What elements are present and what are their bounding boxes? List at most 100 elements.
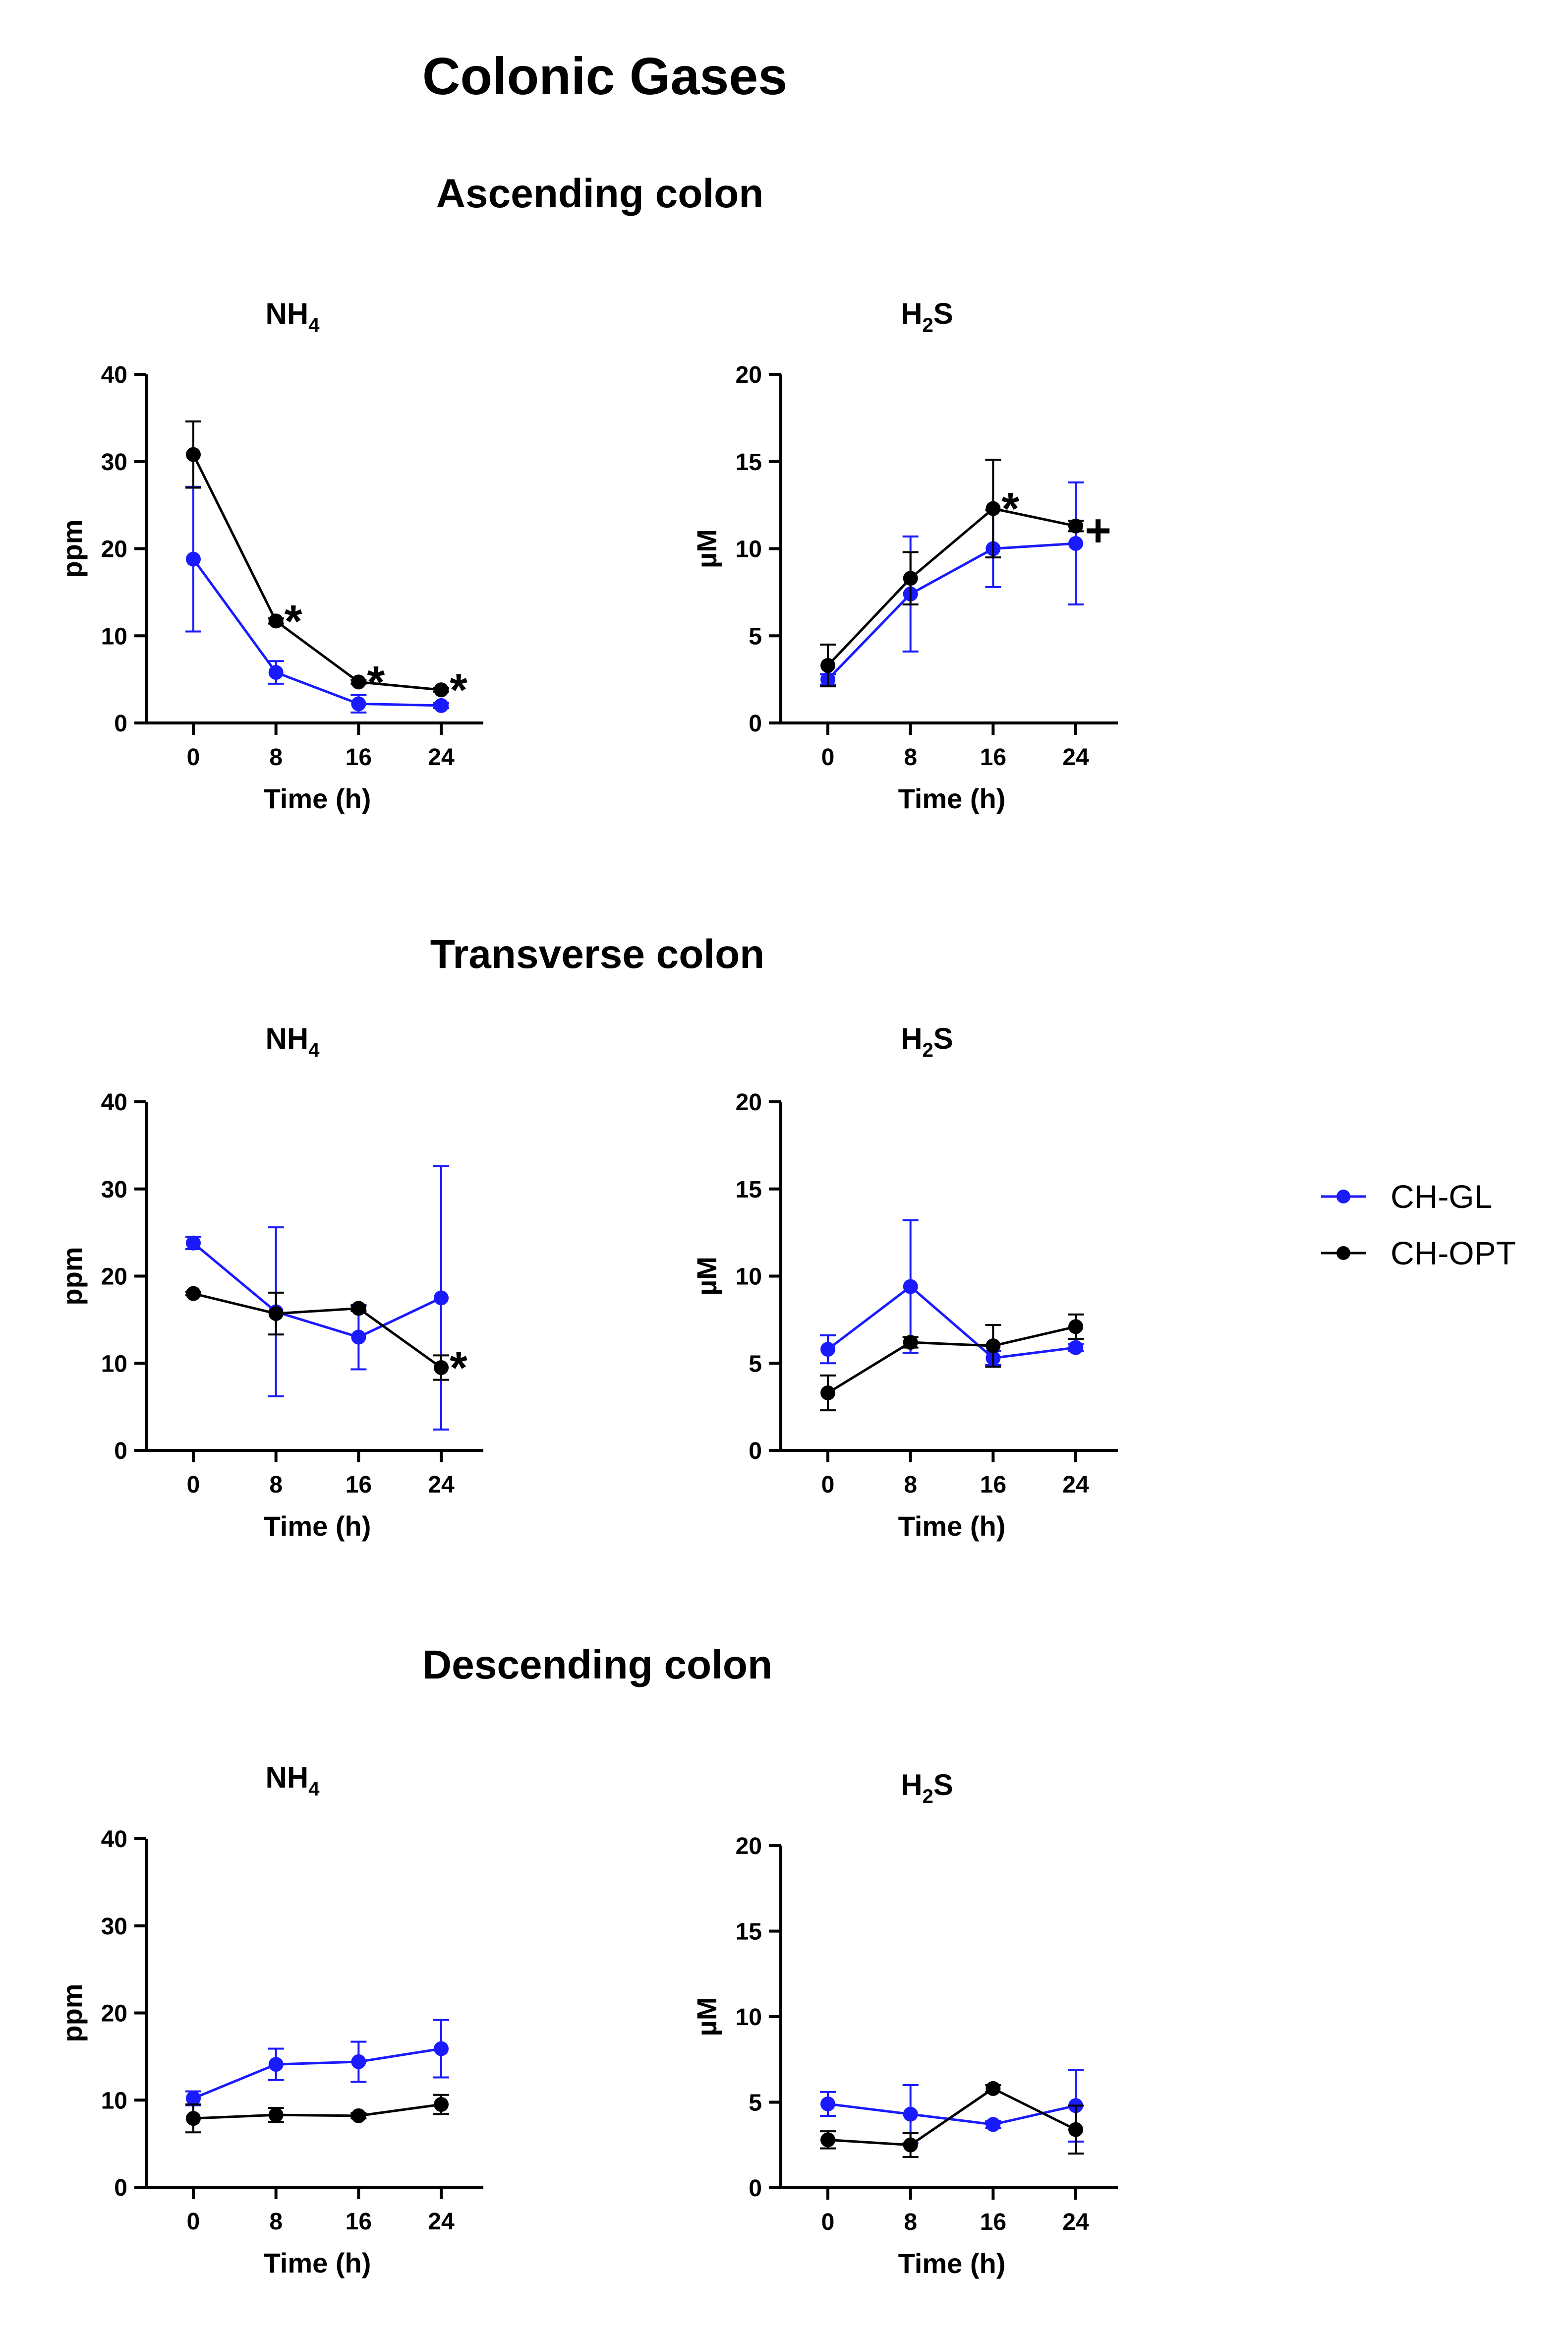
data-point-ch-gl-24 (1068, 1340, 1083, 1355)
series-ch-opt (185, 2094, 449, 2134)
data-point-ch-opt-24 (1068, 518, 1083, 534)
panel-title: NH4 (266, 1022, 320, 1061)
y-tick-label-0: 0 (114, 711, 127, 737)
x-tick-label-8: 8 (904, 1472, 917, 1498)
data-point-ch-opt-0 (820, 1385, 835, 1401)
y-tick-label-5: 5 (749, 2090, 762, 2116)
series-line-ch-gl (827, 542, 1076, 680)
y-axis-title: µM (691, 529, 722, 568)
data-point-ch-opt-0 (186, 2111, 201, 2126)
x-axis-title: Time (h) (898, 1510, 1006, 1542)
y-tick-label-30: 30 (101, 449, 127, 476)
y-axis-title: ppm (57, 1247, 88, 1305)
data-point-ch-opt-8 (268, 1306, 284, 1321)
y-tick-label-10: 10 (736, 1264, 762, 1290)
y-tick-label-10: 10 (101, 2088, 127, 2114)
series-ch-opt (185, 420, 449, 698)
data-point-ch-opt-8 (268, 2107, 284, 2123)
y-tick-label-5: 5 (749, 623, 762, 650)
data-point-ch-gl-0 (820, 1342, 835, 1357)
legend-label-ch-opt: CH-OPT (1391, 1235, 1516, 1271)
y-axis-title: ppm (57, 1983, 88, 2042)
data-point-ch-opt-24 (434, 682, 449, 698)
data-point-ch-gl-16 (986, 2117, 1001, 2132)
series-ch-gl (185, 1165, 449, 1431)
panel-title: H2S (901, 1022, 953, 1061)
data-point-ch-gl-24 (434, 698, 449, 713)
data-point-ch-gl-16 (351, 2054, 366, 2069)
x-tick-label-24: 24 (428, 744, 455, 771)
series-ch-opt (820, 2081, 1084, 2158)
section-title-transverse: Transverse colon (430, 932, 765, 977)
data-point-ch-opt-0 (186, 1286, 201, 1301)
y-tick-label-40: 40 (101, 1089, 127, 1116)
panel-transverse-h2s: H2S 0 5 10 15 20 0 8 16 24 Time (h) µM (691, 1022, 1118, 1542)
y-tick-label-30: 30 (101, 1914, 127, 1940)
x-tick-label-8: 8 (904, 2209, 917, 2235)
data-point-ch-opt-0 (820, 658, 835, 673)
data-point-ch-opt-24 (434, 1360, 449, 1376)
series-line-ch-opt (827, 1325, 1076, 1394)
data-point-ch-gl-24 (434, 2041, 449, 2056)
series-line-ch-gl (192, 1242, 442, 1339)
data-point-ch-opt-8 (903, 2137, 918, 2153)
y-axis-title: µM (691, 1257, 722, 1296)
y-tick-label-10: 10 (101, 623, 127, 650)
y-tick-label-15: 15 (736, 1177, 762, 1203)
x-tick-label-0: 0 (187, 1472, 200, 1498)
data-point-ch-gl-0 (186, 2091, 201, 2106)
data-point-ch-opt-24 (1068, 2122, 1083, 2137)
panel-ascending-h2s: H2S 0 5 10 15 20 0 8 16 24 Time (h) µM * + (691, 297, 1118, 814)
data-point-ch-gl-24 (434, 1290, 449, 1306)
panel-transverse-nh4: NH4 0 10 20 30 40 0 8 16 24 Time (h) ppm * (57, 1022, 483, 1542)
data-point-ch-opt-8 (903, 1335, 918, 1350)
y-tick-label-40: 40 (101, 1826, 127, 1853)
data-point-ch-gl-8 (903, 2106, 918, 2122)
y-tick-label-10: 10 (736, 537, 762, 563)
data-point-ch-gl-0 (820, 2096, 835, 2111)
data-point-ch-gl-8 (268, 665, 284, 680)
x-tick-label-24: 24 (1062, 2209, 1089, 2235)
data-point-ch-gl-0 (186, 551, 201, 567)
significance-marker-1: * (367, 657, 385, 708)
y-tick-label-20: 20 (101, 2001, 127, 2027)
data-point-ch-gl-24 (1068, 536, 1083, 551)
data-point-ch-gl-8 (268, 2057, 284, 2072)
x-axis-title: Time (h) (264, 2247, 371, 2278)
x-axis-title: Time (h) (898, 783, 1006, 814)
data-point-ch-opt-16 (351, 674, 366, 690)
panel-title: NH4 (266, 1761, 320, 1800)
y-axis-title: ppm (57, 519, 88, 578)
x-tick-label-16: 16 (346, 744, 372, 771)
series-line-ch-opt (192, 454, 442, 691)
data-point-ch-gl-8 (903, 1279, 918, 1294)
x-tick-label-16: 16 (980, 1472, 1006, 1498)
series-line-ch-opt (827, 2087, 1077, 2147)
x-tick-label-0: 0 (187, 744, 200, 771)
series-line-ch-gl (827, 1285, 1076, 1360)
x-tick-label-8: 8 (269, 2209, 283, 2235)
data-point-ch-gl-16 (351, 1329, 366, 1345)
data-point-ch-opt-0 (820, 2132, 835, 2148)
data-point-ch-opt-0 (186, 447, 201, 462)
data-point-ch-opt-8 (268, 613, 284, 629)
x-tick-label-24: 24 (1062, 744, 1089, 771)
series-line-ch-opt (827, 507, 1076, 666)
y-tick-label-0: 0 (749, 1438, 762, 1464)
series-line-ch-gl (193, 2047, 442, 2100)
data-point-ch-opt-16 (351, 2108, 366, 2123)
panel-title: H2S (901, 1768, 953, 1807)
y-tick-label-0: 0 (749, 2175, 762, 2202)
y-tick-label-0: 0 (114, 1438, 127, 1464)
x-tick-label-24: 24 (1062, 1472, 1089, 1498)
y-tick-label-30: 30 (101, 1177, 127, 1203)
significance-marker-0: * (450, 1343, 467, 1393)
series-line-ch-opt (193, 1292, 442, 1369)
legend: CH-GL CH-OPT (1321, 1178, 1516, 1271)
data-point-ch-opt-8 (903, 571, 918, 586)
y-tick-label-20: 20 (736, 362, 762, 388)
data-point-ch-gl-0 (186, 1235, 201, 1251)
series-line-ch-gl (827, 2102, 1076, 2126)
legend-entry-ch-opt: CH-OPT (1321, 1235, 1516, 1271)
x-axis-title: Time (h) (264, 783, 371, 814)
